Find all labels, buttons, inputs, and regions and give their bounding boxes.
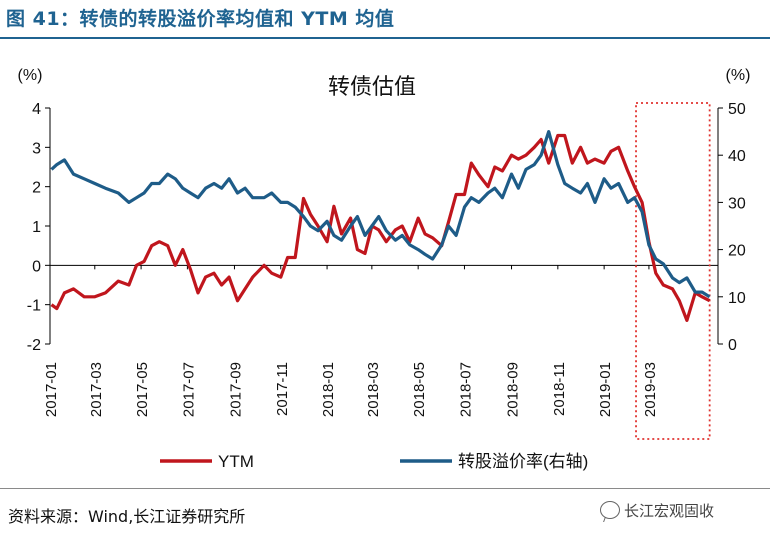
wechat-icon: [600, 501, 620, 519]
x-tick-label: 2019-01: [597, 362, 614, 417]
right-tick-label: 30: [728, 195, 746, 212]
x-tick-label: 2017-09: [227, 362, 244, 417]
footer-rule: [0, 488, 770, 489]
chart-title: 转债估值: [328, 74, 416, 99]
right-axis-unit: (%): [726, 67, 751, 84]
title-rule: [0, 37, 770, 39]
legend-label-premium: 转股溢价率(右轴): [458, 452, 588, 471]
x-tick-label: 2019-03: [642, 362, 659, 417]
left-tick-label: 2: [32, 180, 41, 197]
left-tick-label: -2: [27, 337, 41, 354]
right-tick-label: 10: [728, 290, 746, 307]
x-tick-label: 2017-01: [43, 362, 60, 417]
x-tick-label: 2018-03: [365, 362, 382, 417]
source-note: 资料来源：Wind,长江证券研究所: [8, 507, 246, 526]
x-tick-label: 2018-09: [505, 362, 522, 417]
x-tick-label: 2018-07: [457, 362, 474, 417]
ytm-series-line: [50, 133, 711, 322]
x-tick-label: 2017-05: [134, 362, 151, 417]
highlight-layer: [635, 102, 711, 440]
right-tick-label: 50: [728, 101, 746, 118]
x-tick-label: 2017-03: [88, 362, 105, 417]
watermark: 长江宏观固收: [600, 500, 714, 521]
left-tick-label: 1: [32, 219, 41, 236]
x-tick-label: 2018-01: [320, 362, 337, 417]
premium-series-line: [50, 129, 711, 299]
series-layer: [50, 129, 711, 322]
highlight-box: [635, 102, 711, 440]
legend: YTM 转股溢价率(右轴): [160, 452, 588, 471]
legend-label-ytm: YTM: [218, 452, 254, 471]
x-tick-label: 2017-07: [180, 362, 197, 417]
right-tick-label: 40: [728, 148, 746, 165]
left-tick-label: -1: [27, 298, 41, 315]
left-tick-label: 0: [32, 258, 41, 275]
watermark-text: 长江宏观固收: [624, 502, 715, 520]
figure-title: 图 41：转债的转股溢价率均值和 YTM 均值: [6, 8, 395, 30]
x-tick-label: 2018-11: [551, 362, 568, 416]
right-tick-label: 0: [728, 337, 737, 354]
x-tick-label: 2018-05: [411, 362, 428, 417]
x-tick-label: 2017-11: [274, 362, 291, 416]
right-tick-label: 20: [728, 243, 746, 260]
left-axis-unit: (%): [18, 67, 43, 84]
chart-title-group: 转债估值 (%) (%): [18, 67, 751, 99]
left-tick-label: 4: [32, 101, 41, 118]
left-tick-label: 3: [32, 140, 41, 157]
valuation-chart: 转债估值 (%) (%) -2-101234010203040502017-01…: [18, 67, 751, 471]
